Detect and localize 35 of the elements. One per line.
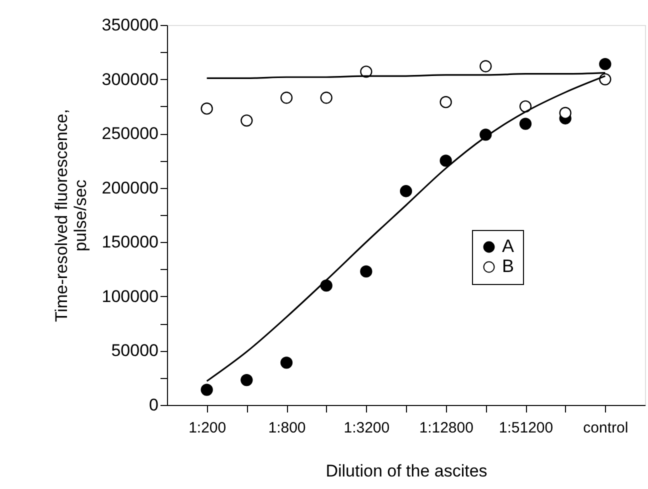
x-tick-label: 1:3200 xyxy=(344,420,390,436)
y-tick-label: 200000 xyxy=(102,178,158,198)
y-axis-title: Time-resolved fluorescence, pulse/sec xyxy=(52,109,90,322)
x-tick-label: 1:200 xyxy=(188,420,226,436)
point xyxy=(360,265,372,278)
point xyxy=(440,96,452,108)
point xyxy=(400,185,412,198)
point xyxy=(200,384,213,396)
legend-label: B xyxy=(502,256,514,276)
point xyxy=(240,374,253,386)
legend-label: A xyxy=(502,236,514,256)
point xyxy=(599,58,612,70)
x-tick-label: 1:51200 xyxy=(498,420,554,436)
x-tick-label: 1:12800 xyxy=(419,420,474,436)
y-tick-label: 50000 xyxy=(111,341,158,360)
y-tick-label: 100000 xyxy=(102,286,158,306)
point xyxy=(320,92,332,104)
point xyxy=(240,114,253,127)
y-tick-label: 350000 xyxy=(102,16,158,34)
y-tick-label: 150000 xyxy=(102,232,158,252)
y-tick-label: 250000 xyxy=(102,124,158,144)
y-tick-label: 300000 xyxy=(102,70,158,89)
x-tick-label: 1:800 xyxy=(268,420,306,436)
point xyxy=(280,92,293,104)
x-axis-title: Dilution of the ascites xyxy=(326,462,488,480)
y-tick-label: 0 xyxy=(149,396,158,414)
point xyxy=(519,118,532,130)
point xyxy=(519,100,532,112)
point xyxy=(440,154,452,167)
point xyxy=(200,102,213,115)
point xyxy=(280,356,293,369)
point xyxy=(599,73,612,86)
point xyxy=(480,60,492,72)
x-tick-label: control xyxy=(583,420,628,436)
point xyxy=(559,106,572,120)
